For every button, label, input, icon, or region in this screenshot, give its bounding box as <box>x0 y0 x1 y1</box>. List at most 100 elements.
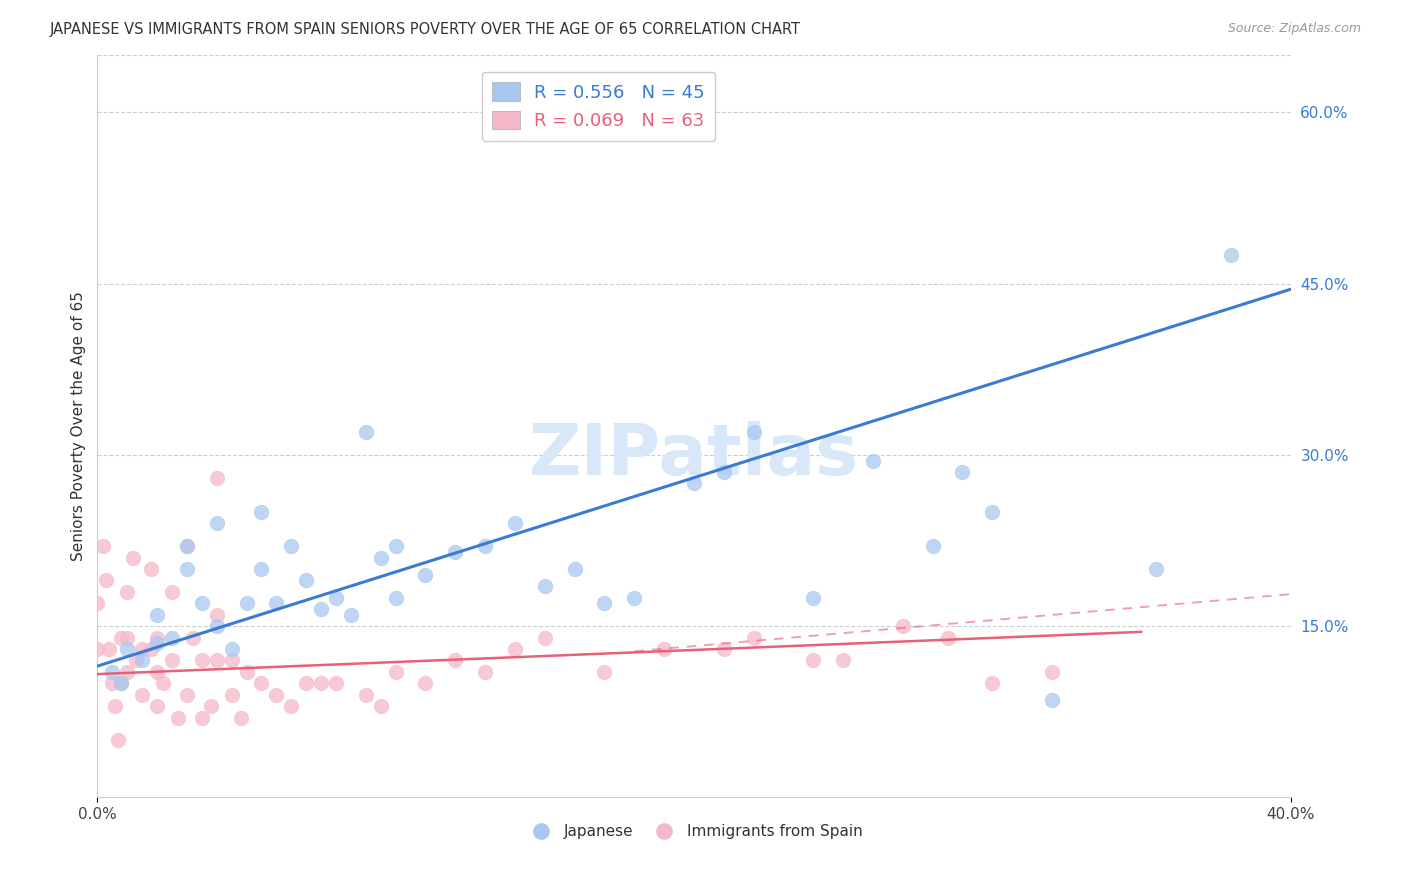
Point <box>131 653 153 667</box>
Point <box>474 665 496 679</box>
Point <box>146 631 169 645</box>
Point <box>115 665 138 679</box>
Point <box>160 653 183 667</box>
Point <box>564 562 586 576</box>
Point <box>146 699 169 714</box>
Point <box>86 642 108 657</box>
Point <box>98 642 121 657</box>
Point <box>280 699 302 714</box>
Point <box>474 539 496 553</box>
Point <box>221 653 243 667</box>
Point <box>167 710 190 724</box>
Point <box>325 676 347 690</box>
Point <box>160 631 183 645</box>
Point <box>384 539 406 553</box>
Point <box>1219 248 1241 262</box>
Point <box>801 591 824 605</box>
Point <box>325 591 347 605</box>
Point <box>101 676 124 690</box>
Point <box>981 505 1004 519</box>
Point <box>139 642 162 657</box>
Point <box>415 676 437 690</box>
Point <box>110 676 132 690</box>
Point <box>229 710 252 724</box>
Point <box>295 574 318 588</box>
Point <box>115 642 138 657</box>
Point <box>384 665 406 679</box>
Point <box>415 567 437 582</box>
Point <box>122 550 145 565</box>
Point <box>295 676 318 690</box>
Text: JAPANESE VS IMMIGRANTS FROM SPAIN SENIORS POVERTY OVER THE AGE OF 65 CORRELATION: JAPANESE VS IMMIGRANTS FROM SPAIN SENIOR… <box>49 22 800 37</box>
Point <box>503 516 526 531</box>
Point <box>384 591 406 605</box>
Point <box>250 676 273 690</box>
Point <box>444 545 467 559</box>
Point <box>280 539 302 553</box>
Point <box>652 642 675 657</box>
Point <box>981 676 1004 690</box>
Point <box>266 688 288 702</box>
Point <box>176 688 198 702</box>
Point <box>176 539 198 553</box>
Point <box>354 688 377 702</box>
Point <box>160 585 183 599</box>
Legend: Japanese, Immigrants from Spain: Japanese, Immigrants from Spain <box>519 818 869 846</box>
Point <box>110 631 132 645</box>
Point <box>444 653 467 667</box>
Point <box>205 516 228 531</box>
Text: Source: ZipAtlas.com: Source: ZipAtlas.com <box>1227 22 1361 36</box>
Point <box>623 591 645 605</box>
Point <box>181 631 204 645</box>
Point <box>146 665 169 679</box>
Point <box>96 574 118 588</box>
Point <box>503 642 526 657</box>
Point <box>86 596 108 610</box>
Point <box>309 602 332 616</box>
Point <box>110 676 132 690</box>
Point <box>593 665 616 679</box>
Point <box>200 699 222 714</box>
Point <box>533 631 555 645</box>
Point <box>1040 665 1063 679</box>
Point <box>205 471 228 485</box>
Point <box>101 665 124 679</box>
Point <box>152 676 174 690</box>
Y-axis label: Seniors Poverty Over the Age of 65: Seniors Poverty Over the Age of 65 <box>72 292 86 561</box>
Point <box>1144 562 1167 576</box>
Point <box>921 539 943 553</box>
Point <box>125 653 148 667</box>
Point <box>205 653 228 667</box>
Point <box>139 562 162 576</box>
Point <box>205 619 228 633</box>
Point <box>190 710 212 724</box>
Point <box>221 688 243 702</box>
Point <box>115 585 138 599</box>
Point <box>235 665 257 679</box>
Point <box>250 562 273 576</box>
Point <box>115 631 138 645</box>
Point <box>801 653 824 667</box>
Point <box>91 539 114 553</box>
Text: ZIPatlas: ZIPatlas <box>529 422 859 491</box>
Point <box>713 642 735 657</box>
Point <box>146 636 169 650</box>
Point <box>221 642 243 657</box>
Point <box>190 596 212 610</box>
Point <box>176 539 198 553</box>
Point <box>250 505 273 519</box>
Point <box>891 619 914 633</box>
Point <box>131 688 153 702</box>
Point <box>131 642 153 657</box>
Point <box>370 699 392 714</box>
Point <box>862 453 884 467</box>
Point <box>205 607 228 622</box>
Point <box>309 676 332 690</box>
Point <box>533 579 555 593</box>
Point <box>832 653 855 667</box>
Point <box>190 653 212 667</box>
Point <box>176 562 198 576</box>
Point <box>146 607 169 622</box>
Point <box>742 425 765 439</box>
Point <box>235 596 257 610</box>
